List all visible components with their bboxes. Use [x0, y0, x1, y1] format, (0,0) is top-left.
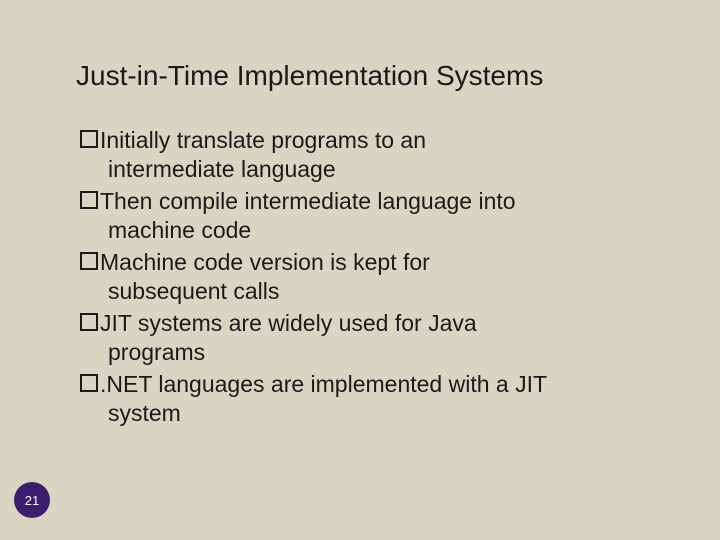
- bullet-text: Then compile intermediate language into: [100, 188, 516, 214]
- page-number-badge: 21: [14, 482, 50, 518]
- square-bullet-icon: [80, 252, 98, 270]
- bullet-text-cont: intermediate language: [80, 155, 660, 184]
- slide: Just-in-Time Implementation Systems Init…: [0, 0, 720, 540]
- bullet-text: .NET languages are implemented with a JI…: [100, 371, 547, 397]
- bullet-list: Initially translate programs to an inter…: [80, 126, 660, 428]
- list-item: JIT systems are widely used for Java pro…: [80, 309, 660, 368]
- bullet-text-cont: system: [80, 399, 660, 428]
- bullet-text-cont: machine code: [80, 216, 660, 245]
- list-item: .NET languages are implemented with a JI…: [80, 370, 660, 429]
- list-item: Initially translate programs to an inter…: [80, 126, 660, 185]
- list-item: Machine code version is kept for subsequ…: [80, 248, 660, 307]
- square-bullet-icon: [80, 191, 98, 209]
- slide-title: Just-in-Time Implementation Systems: [76, 60, 660, 92]
- square-bullet-icon: [80, 374, 98, 392]
- bullet-text-cont: subsequent calls: [80, 277, 660, 306]
- bullet-text: Machine code version is kept for: [100, 249, 430, 275]
- square-bullet-icon: [80, 313, 98, 331]
- bullet-text: JIT systems are widely used for Java: [100, 310, 477, 336]
- bullet-text: Initially translate programs to an: [100, 127, 426, 153]
- square-bullet-icon: [80, 130, 98, 148]
- list-item: Then compile intermediate language into …: [80, 187, 660, 246]
- bullet-text-cont: programs: [80, 338, 660, 367]
- page-number: 21: [25, 493, 39, 508]
